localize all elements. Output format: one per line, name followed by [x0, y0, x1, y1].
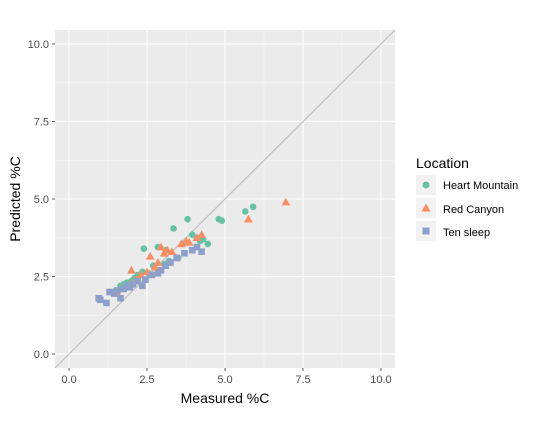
- x-axis: 0.0 2.5 5.0 7.5 10.0: [61, 368, 392, 386]
- y-axis-title: Predicted %C: [7, 156, 23, 242]
- legend-label-heart-mountain: Heart Mountain: [443, 180, 518, 192]
- point-ten-sleep: [193, 243, 201, 251]
- legend: Location Heart Mountain Red Canyon Ten s…: [416, 155, 518, 241]
- square-marker-icon: [422, 227, 430, 235]
- point-ten-sleep: [198, 248, 205, 256]
- point-ten-sleep: [139, 282, 146, 290]
- point-red-canyon: [281, 197, 291, 206]
- point-red-canyon: [127, 265, 136, 274]
- point-ten-sleep: [96, 296, 104, 304]
- y-tick-label: 5.0: [34, 194, 49, 206]
- point-ten-sleep: [167, 259, 174, 266]
- x-tick-label: 7.5: [295, 374, 310, 386]
- point-red-canyon: [156, 242, 166, 251]
- x-tick-label: 0.0: [61, 374, 76, 386]
- point-heart-mountain: [188, 231, 196, 238]
- y-tick-label: 7.5: [34, 116, 49, 128]
- point-red-canyon: [192, 233, 202, 242]
- point-red-canyon: [167, 247, 177, 256]
- point-red-canyon: [145, 251, 155, 260]
- legend-label-ten-sleep: Ten sleep: [443, 227, 490, 239]
- point-red-canyon: [150, 262, 160, 271]
- point-ten-sleep: [106, 288, 113, 296]
- x-tick-label: 2.5: [139, 374, 154, 386]
- point-heart-mountain: [140, 245, 148, 252]
- y-axis: 0.0 2.5 5.0 7.5 10.0: [28, 39, 55, 361]
- point-ten-sleep: [162, 262, 170, 269]
- x-tick-label: 10.0: [370, 374, 391, 386]
- legend-label-red-canyon: Red Canyon: [443, 204, 504, 216]
- legend-item-red-canyon: Red Canyon: [416, 198, 504, 218]
- point-ten-sleep: [117, 294, 124, 302]
- legend-title: Location: [416, 155, 469, 171]
- point-heart-mountain: [249, 203, 257, 211]
- point-red-canyon: [176, 239, 186, 248]
- data-points: [95, 197, 291, 307]
- point-red-canyon: [153, 258, 163, 266]
- legend-item-heart-mountain: Heart Mountain: [416, 175, 518, 195]
- point-ten-sleep: [142, 276, 149, 283]
- point-ten-sleep: [103, 299, 110, 307]
- x-axis-title: Measured %C: [181, 390, 270, 406]
- point-heart-mountain: [184, 215, 191, 223]
- identity-reference-line: [54, 29, 396, 369]
- point-ten-sleep: [188, 246, 196, 254]
- legend-item-ten-sleep: Ten sleep: [416, 221, 490, 241]
- y-tick-label: 0.0: [34, 349, 49, 361]
- point-ten-sleep: [173, 254, 180, 262]
- y-tick-label: 10.0: [28, 39, 49, 51]
- triangle-marker-icon: [421, 203, 431, 212]
- point-red-canyon: [197, 230, 207, 238]
- point-ten-sleep: [114, 287, 121, 294]
- point-red-canyon: [162, 245, 172, 254]
- point-heart-mountain: [204, 240, 212, 248]
- point-ten-sleep: [157, 267, 165, 274]
- point-heart-mountain: [170, 225, 177, 232]
- point-ten-sleep: [148, 271, 155, 279]
- point-heart-mountain: [241, 208, 249, 215]
- point-heart-mountain: [218, 217, 226, 225]
- point-ten-sleep: [134, 277, 141, 285]
- x-tick-label: 5.0: [217, 374, 232, 386]
- point-red-canyon: [184, 238, 194, 246]
- circle-marker-icon: [422, 181, 430, 189]
- point-ten-sleep: [129, 280, 137, 288]
- point-ten-sleep: [181, 249, 188, 257]
- point-red-canyon: [243, 214, 253, 223]
- y-tick-label: 2.5: [34, 272, 49, 284]
